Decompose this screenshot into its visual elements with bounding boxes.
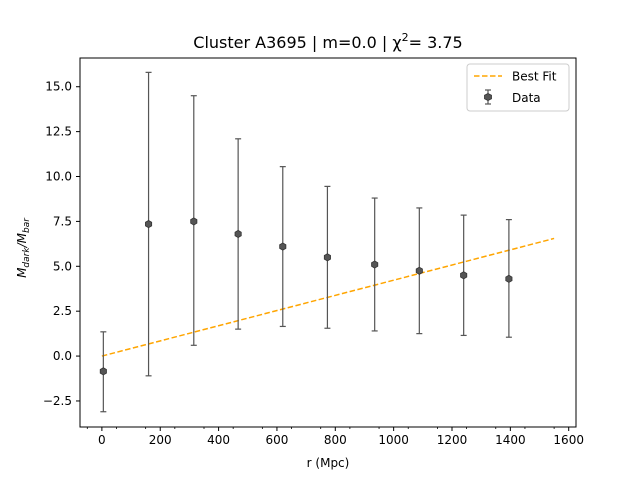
x-tick-label: 1400 [495,433,526,447]
data-marker [415,266,423,275]
y-tick-label: 7.5 [53,214,72,228]
data-marker [190,217,198,226]
x-tick-label: 0 [98,433,106,447]
y-tick-label: 15.0 [45,80,72,94]
x-tick-label: 1600 [553,433,584,447]
data-marker [279,242,287,251]
data-point [323,185,331,329]
legend-data-swatch [484,89,492,105]
data-marker [99,367,107,376]
data-point [99,331,107,413]
axis-ticks: 0 200 400 600 800 1000 1200 1400 1600 −2.5 0.0 2.5 5… [43,80,584,447]
plot-area [99,71,555,413]
x-tick-label: 1000 [378,433,409,447]
x-tick-label: 600 [265,433,288,447]
y-tick-label: −2.5 [43,394,72,408]
chart-title: Cluster A3695 | m=0.0 | χ2= 3.75 [193,31,462,52]
data-point [279,166,287,328]
y-tick-label: 0.0 [53,349,72,363]
data-point [145,71,153,377]
data-marker [371,260,379,269]
legend: Best Fit Data [466,63,570,112]
data-marker [234,229,242,239]
chart-title-superscript: 2 [402,31,409,44]
data-point [505,219,513,338]
x-axis-label: r (Mpc) [307,456,350,470]
y-tick-label: 5.0 [53,259,72,273]
data-point [371,197,379,332]
data-marker [505,274,513,283]
data-point [190,95,198,346]
y-axis-label: Mdark/Mbar [15,217,32,278]
x-tick-label: 200 [149,433,172,447]
x-tick-label: 400 [207,433,230,447]
plot-frame [79,57,577,428]
legend-data-label: Data [512,91,541,105]
y-tick-label: 10.0 [45,170,72,184]
y-tick-label: 12.5 [45,125,72,139]
y-tick-label: 2.5 [53,304,72,318]
data-marker [145,220,153,229]
data-point [460,214,468,337]
data-marker [460,271,468,280]
x-tick-label: 800 [324,433,347,447]
legend-best-fit-label: Best Fit [512,70,557,84]
x-tick-label: 1200 [437,433,468,447]
data-point [415,207,423,335]
data-marker [323,253,331,262]
data-point [234,138,242,330]
